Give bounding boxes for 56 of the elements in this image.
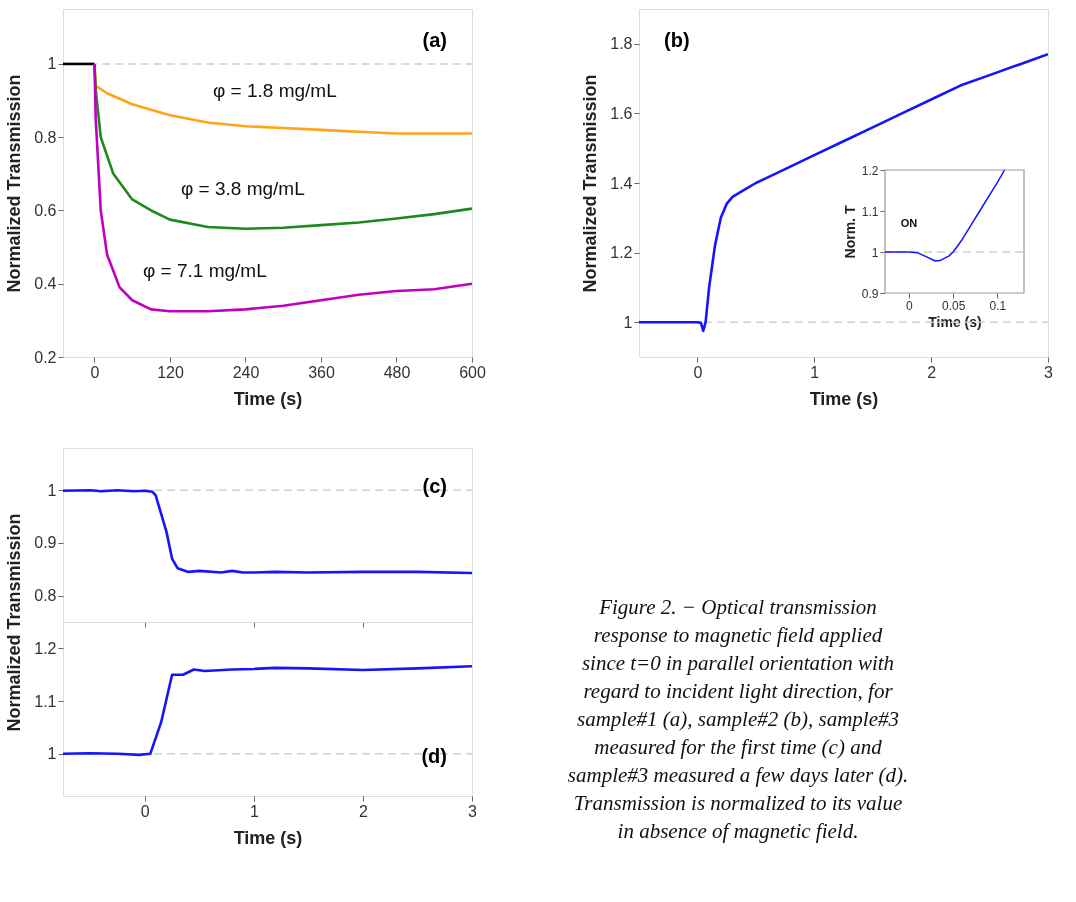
y-tick-label: 0.8: [34, 128, 57, 146]
x-axis-title: Time (s): [809, 388, 879, 409]
y-tick-label: 0.8: [34, 587, 57, 605]
x-tick-label: 0: [693, 363, 703, 381]
x-tick-label: 1: [249, 802, 259, 820]
y-tick-label: 1.8: [610, 35, 633, 53]
y-tick-label: 1: [623, 313, 633, 331]
x-axis-title: Time (s): [233, 827, 303, 848]
x-tick-label: 600: [459, 363, 486, 381]
x-tick-label: 1: [810, 363, 820, 381]
x-tick-label: 0: [140, 802, 150, 820]
x-tick-label: 120: [157, 363, 184, 381]
x-tick-label: 3: [468, 802, 478, 820]
x-tick-label: 0.05: [941, 298, 966, 313]
y-axis-title: Normalized Transmission: [4, 513, 25, 732]
y-tick-label: 0.6: [34, 201, 57, 219]
x-tick-label: 480: [383, 363, 411, 381]
y-tick-label: 0.9: [34, 534, 57, 552]
annotation: φ = 7.1 mg/mL: [143, 260, 267, 281]
x-tick-label: 0.1: [989, 298, 1007, 313]
y-tick-label: 0.2: [34, 348, 57, 366]
y-tick-label: 1: [47, 481, 57, 499]
y-tick-label: 1: [871, 245, 879, 260]
annotation: φ = 3.8 mg/mL: [181, 178, 305, 199]
y-tick-label: 1.2: [610, 244, 633, 262]
line-series: [884, 169, 1006, 262]
y-tick-label: 1.2: [34, 639, 57, 657]
annotation: ON: [900, 217, 918, 229]
x-tick-label: 0: [906, 298, 914, 313]
y-axis-title: Normalized Transmission: [580, 74, 601, 293]
line-series: [93, 62, 472, 313]
text: (c): [422, 475, 447, 498]
x-tick-label: 3: [1044, 363, 1054, 381]
x-tick-label: 360: [308, 363, 335, 381]
x-tick-label: 0: [90, 363, 100, 381]
y-tick-label: 1.1: [861, 204, 879, 219]
y-tick-label: 1.1: [34, 692, 57, 710]
y-tick-label: 1.4: [610, 174, 633, 192]
text: (d): [421, 745, 447, 768]
y-tick-label: 0.4: [34, 275, 57, 293]
y-tick-label: 1: [47, 745, 57, 763]
x-tick-label: 240: [232, 363, 260, 381]
y-tick-label: 1.6: [610, 104, 633, 122]
x-tick-label: 2: [358, 802, 368, 820]
text: (a): [422, 29, 447, 52]
y-axis-title: Normalized Transmission: [4, 74, 25, 293]
line-series: [639, 52, 1048, 333]
text: (b): [664, 29, 690, 52]
y-tick-label: 0.9: [861, 286, 879, 301]
annotation: φ = 1.8 mg/mL: [213, 80, 337, 101]
text: Figure 2. − Optical transmission response to magnetic field applied since t=0 in parallel orientation with regard to incident light direction, for sample#1 (a), sample#2 (b), sample#3 measured for the first time (c) and sample#3 measured a few days later (d). Transmission is normalized to its value in absence of magnetic field.: [567, 595, 909, 843]
y-axis-title: Norm. T: [841, 205, 858, 259]
x-axis-title: Time (s): [233, 388, 303, 409]
x-tick-label: 2: [927, 363, 937, 381]
y-tick-label: 1: [47, 55, 57, 73]
y-tick-label: 1.2: [861, 163, 879, 178]
